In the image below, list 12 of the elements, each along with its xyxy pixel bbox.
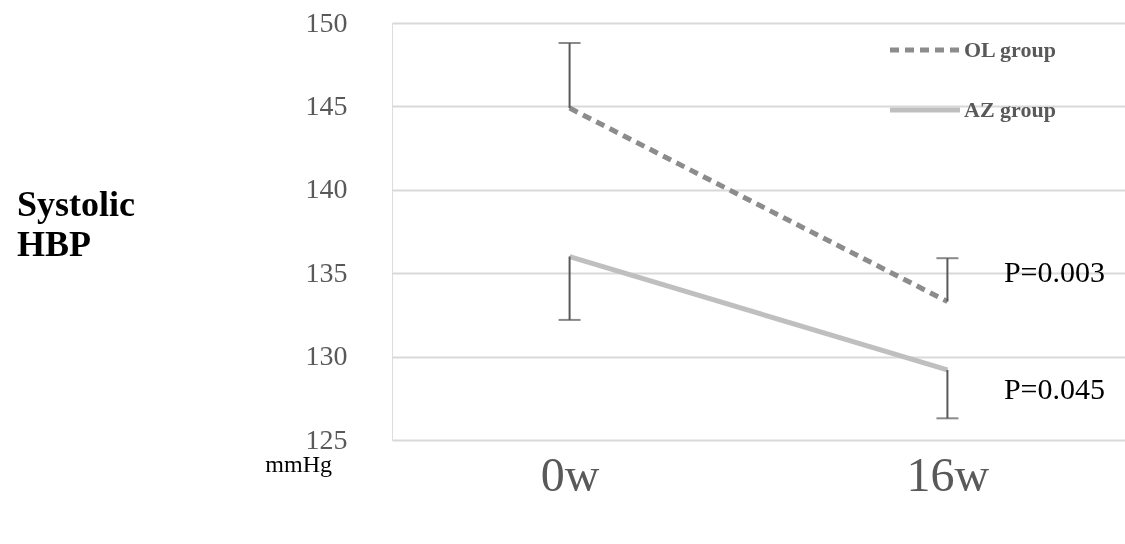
y-tick-label: 135 <box>305 256 348 288</box>
annotation: P=0.003 <box>1003 255 1105 288</box>
y-tick-label: 145 <box>305 89 348 121</box>
y-tick-label: 130 <box>305 340 348 372</box>
y-tick-label: 140 <box>305 173 348 205</box>
y-axis-title: Systolic HBP <box>17 184 136 264</box>
annotation: P=0.045 <box>1003 372 1105 405</box>
y-tick-label: 150 <box>305 6 348 38</box>
legend-label: AZ group <box>964 97 1056 122</box>
x-tick-label: 16w <box>906 447 990 501</box>
x-tick-label: 0w <box>540 447 600 501</box>
legend-label: OL group <box>964 37 1056 62</box>
